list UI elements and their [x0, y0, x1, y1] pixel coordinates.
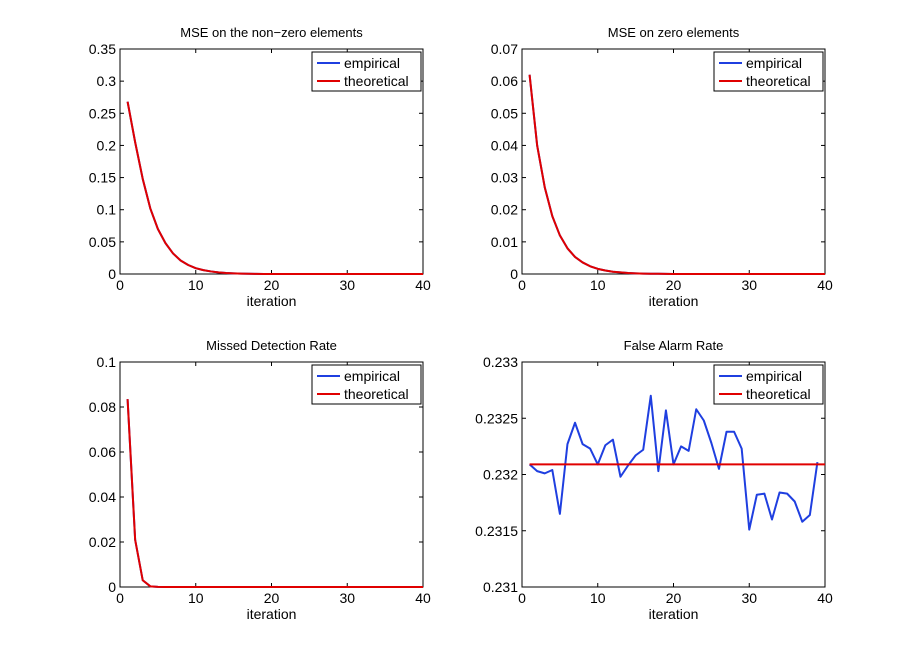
legend-box	[311, 51, 422, 92]
legend-box	[713, 364, 824, 405]
y-tick-label: 0.15	[89, 170, 116, 186]
x-tick-label: 0	[518, 277, 526, 293]
x-axis-label: iteration	[247, 293, 297, 309]
y-tick-label: 0.07	[491, 41, 518, 57]
y-tick-label: 0.03	[491, 170, 518, 186]
legend: empirical theoretical	[713, 364, 824, 405]
legend: empirical theoretical	[311, 364, 422, 405]
panel-missed-detection: 0 10 20 30 40 0 0.02 0.04 0.06 0.08 0.1 Missed Det…	[89, 338, 431, 622]
y-tick-label: 0.06	[491, 73, 518, 89]
series-lines	[126, 399, 423, 588]
series-line-theoretical	[528, 74, 825, 275]
y-tick-label: 0.02	[491, 202, 518, 218]
x-tick-label: 10	[188, 590, 204, 606]
x-tick-label: 30	[339, 277, 355, 293]
x-tick-label: 30	[741, 277, 757, 293]
y-tick-label: 0.06	[89, 444, 116, 460]
legend-label-theoretical: theoretical	[344, 386, 409, 402]
x-tick-label: 30	[741, 590, 757, 606]
panel-false-alarm: 0 10 20 30 40 0.231 0.2315 0.232 0.2325 0.233 Fal…	[475, 338, 833, 622]
series-lines	[528, 394, 825, 531]
y-tick-label: 0	[510, 266, 518, 282]
panel-mse-nonzero: 0 10 20 30 40 0 0.05 0.1 0.15 0.2 0.25 0.3 0.35 MSE …	[89, 25, 431, 309]
chart-title: MSE on the non−zero elements	[180, 25, 363, 40]
x-tick-label: 40	[415, 277, 431, 293]
y-tick-label: 0.1	[97, 202, 117, 218]
x-tick-label: 40	[817, 590, 833, 606]
y-tick-label: 0.25	[89, 105, 116, 121]
y-tick-label: 0.1	[97, 354, 117, 370]
y-tick-label: 0.2315	[475, 523, 518, 539]
x-tick-label: 20	[264, 277, 280, 293]
y-tick-label: 0.08	[89, 399, 116, 415]
x-tick-label: 30	[339, 590, 355, 606]
y-tick-label: 0.04	[89, 489, 116, 505]
y-tick-label: 0	[108, 266, 116, 282]
x-tick-label: 10	[590, 277, 606, 293]
series-lines	[126, 101, 423, 275]
chart-title: False Alarm Rate	[624, 338, 724, 353]
x-tick-label: 20	[666, 590, 682, 606]
y-tick-label: 0.231	[483, 579, 518, 595]
legend-box	[311, 364, 422, 405]
legend-label-theoretical: theoretical	[344, 73, 409, 89]
x-tick-label: 0	[518, 590, 526, 606]
y-tick-label: 0.01	[491, 234, 518, 250]
y-tick-label: 0.232	[483, 467, 518, 483]
y-tick-label: 0.233	[483, 354, 518, 370]
x-axis-label: iteration	[649, 606, 699, 622]
legend-label-empirical: empirical	[344, 368, 400, 384]
y-tick-label: 0.3	[97, 73, 117, 89]
x-tick-label: 10	[590, 590, 606, 606]
chart-title: Missed Detection Rate	[206, 338, 337, 353]
y-tick-label: 0.2	[97, 137, 117, 153]
axis-ticks: 0 10 20 30 40 0.231 0.2315 0.232 0.2325 0.233	[475, 354, 833, 606]
y-tick-label: 0.04	[491, 137, 518, 153]
legend: empirical theoretical	[713, 51, 824, 92]
x-tick-label: 40	[415, 590, 431, 606]
series-line-theoretical	[126, 399, 423, 588]
x-axis-label: iteration	[247, 606, 297, 622]
legend-label-theoretical: theoretical	[746, 386, 811, 402]
x-tick-label: 0	[116, 277, 124, 293]
panel-mse-zero: 0 10 20 30 40 0 0.01 0.02 0.03 0.04 0.05 0.06 0.07 M…	[491, 25, 833, 309]
x-tick-label: 40	[817, 277, 833, 293]
legend-box	[713, 51, 824, 92]
x-tick-label: 20	[264, 590, 280, 606]
y-tick-label: 0.02	[89, 534, 116, 550]
legend-label-empirical: empirical	[746, 55, 802, 71]
axis-ticks: 0 10 20 30 40 0 0.01 0.02 0.03 0.04 0.05 0.06 0.07	[491, 41, 833, 293]
legend-label-theoretical: theoretical	[746, 73, 811, 89]
axis-ticks: 0 10 20 30 40 0 0.05 0.1 0.15 0.2 0.25 0.3 0.35	[89, 41, 431, 293]
series-lines	[528, 74, 825, 275]
y-tick-label: 0.35	[89, 41, 116, 57]
series-line-theoretical	[126, 101, 423, 275]
legend-label-empirical: empirical	[746, 368, 802, 384]
chart-title: MSE on zero elements	[608, 25, 740, 40]
x-axis-label: iteration	[649, 293, 699, 309]
y-tick-label: 0.05	[89, 234, 116, 250]
legend: empirical theoretical	[311, 51, 422, 92]
x-tick-label: 20	[666, 277, 682, 293]
y-tick-label: 0.2325	[475, 410, 518, 426]
x-tick-label: 0	[116, 590, 124, 606]
y-tick-label: 0.05	[491, 105, 518, 121]
y-tick-label: 0	[108, 579, 116, 595]
legend-label-empirical: empirical	[344, 55, 400, 71]
x-tick-label: 10	[188, 277, 204, 293]
